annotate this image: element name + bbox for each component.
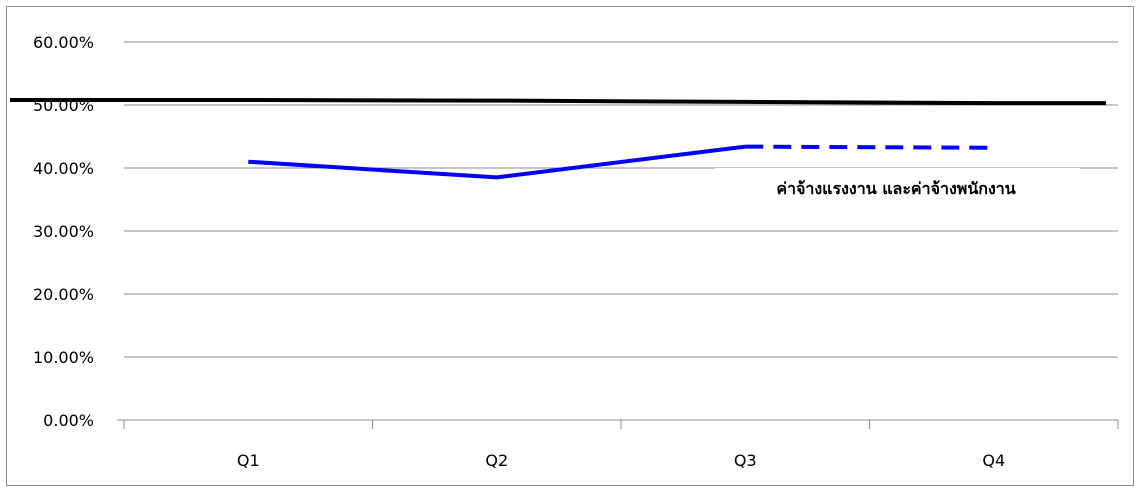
y-tick-label: 0.00% <box>43 411 94 430</box>
series-layer <box>10 98 1106 180</box>
series-line-1 <box>248 144 746 180</box>
grid-layer <box>124 41 1118 358</box>
y-tick-label: 50.00% <box>33 96 94 115</box>
y-tick-label: 20.00% <box>33 285 94 304</box>
label-layer: 0.00% 10.00% 20.00% 30.00% 40.00% 50.00% 60.00… <box>33 33 1005 470</box>
y-tick-label: 40.00% <box>33 159 94 178</box>
x-tick-label: Q2 <box>485 451 508 470</box>
x-tick-label: Q3 <box>734 451 757 470</box>
chart-frame <box>6 6 1134 486</box>
series-line-0 <box>10 98 1106 106</box>
series-line-2 <box>745 144 994 150</box>
x-tick-label: Q4 <box>982 451 1005 470</box>
x-tick-label: Q1 <box>237 451 260 470</box>
annotation-label: ค่าจ้างแรงงาน และค่าจ้างพนักงาน <box>776 179 1015 198</box>
y-tick-label: 10.00% <box>33 348 94 367</box>
y-tick-label: 60.00% <box>33 33 94 52</box>
axis-layer <box>117 419 1119 429</box>
y-tick-label: 30.00% <box>33 222 94 241</box>
annotation-background <box>715 168 1080 208</box>
